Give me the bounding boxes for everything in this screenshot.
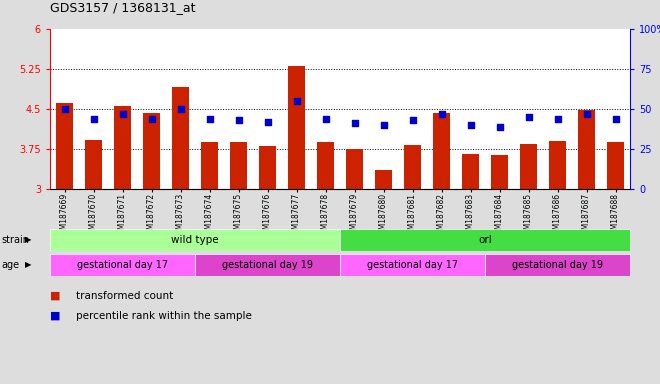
Bar bbox=[520, 144, 537, 189]
Text: gestational day 19: gestational day 19 bbox=[222, 260, 313, 270]
Point bbox=[610, 116, 621, 122]
Point bbox=[233, 117, 244, 123]
Bar bbox=[317, 142, 334, 189]
Point bbox=[552, 116, 563, 122]
Bar bbox=[84, 140, 102, 189]
Text: age: age bbox=[1, 260, 19, 270]
Bar bbox=[433, 113, 450, 189]
Bar bbox=[50, 229, 340, 251]
Bar bbox=[607, 142, 624, 189]
Bar bbox=[340, 254, 485, 276]
Point bbox=[523, 114, 534, 120]
Point bbox=[59, 106, 70, 112]
Text: gestational day 17: gestational day 17 bbox=[367, 260, 458, 270]
Text: ▶: ▶ bbox=[25, 235, 32, 245]
Bar bbox=[230, 142, 248, 189]
Bar bbox=[143, 113, 160, 189]
Bar bbox=[485, 254, 630, 276]
Text: wild type: wild type bbox=[171, 235, 219, 245]
Text: GDS3157 / 1368131_at: GDS3157 / 1368131_at bbox=[50, 1, 195, 14]
Bar bbox=[195, 254, 340, 276]
Point bbox=[407, 117, 418, 123]
Bar bbox=[172, 87, 189, 189]
Point bbox=[436, 111, 447, 117]
Bar bbox=[340, 229, 630, 251]
Point bbox=[465, 122, 476, 128]
Text: gestational day 19: gestational day 19 bbox=[512, 260, 603, 270]
Point bbox=[581, 111, 592, 117]
Text: orl: orl bbox=[478, 235, 492, 245]
Bar bbox=[549, 141, 566, 189]
Bar bbox=[50, 254, 195, 276]
Text: transformed count: transformed count bbox=[77, 291, 174, 301]
Bar bbox=[201, 142, 218, 189]
Bar bbox=[288, 66, 305, 189]
Point bbox=[147, 116, 157, 122]
Text: ■: ■ bbox=[50, 311, 61, 321]
Bar bbox=[259, 146, 276, 189]
Bar bbox=[56, 103, 73, 189]
Text: ▶: ▶ bbox=[25, 260, 32, 270]
Text: strain: strain bbox=[1, 235, 29, 245]
Text: ■: ■ bbox=[50, 291, 61, 301]
Bar bbox=[462, 154, 479, 189]
Point bbox=[204, 116, 214, 122]
Bar bbox=[404, 145, 421, 189]
Point bbox=[175, 106, 185, 112]
Point bbox=[291, 98, 302, 104]
Point bbox=[88, 116, 99, 122]
Bar bbox=[578, 110, 595, 189]
Point bbox=[320, 116, 331, 122]
Point bbox=[262, 119, 273, 125]
Point bbox=[494, 124, 505, 130]
Point bbox=[349, 120, 360, 126]
Bar bbox=[375, 170, 392, 189]
Bar bbox=[346, 149, 363, 189]
Text: gestational day 17: gestational day 17 bbox=[77, 260, 168, 270]
Point bbox=[378, 122, 389, 128]
Point bbox=[117, 111, 128, 117]
Bar bbox=[491, 155, 508, 189]
Bar bbox=[114, 106, 131, 189]
Text: percentile rank within the sample: percentile rank within the sample bbox=[77, 311, 252, 321]
